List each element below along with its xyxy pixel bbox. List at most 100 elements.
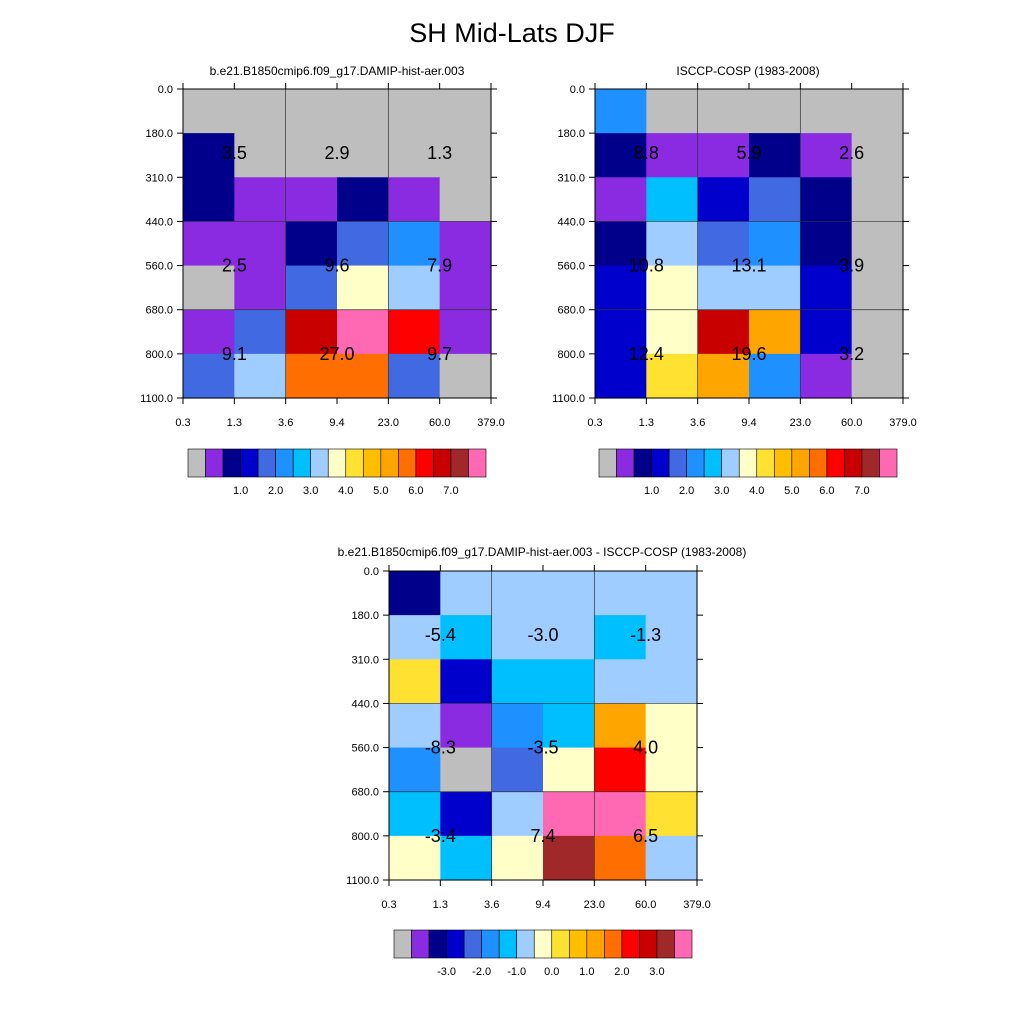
- colorbar-swatch: [222, 448, 241, 478]
- y-tick-label: 560.0: [145, 261, 173, 273]
- heatmap-cell: [388, 309, 441, 355]
- y-tick-label: 440.0: [351, 698, 379, 710]
- colorbar-label: 3.0: [714, 485, 729, 497]
- heatmap-cell: [337, 265, 389, 311]
- box-value-label: 3.5: [222, 143, 247, 163]
- y-tick-label: 800.0: [351, 831, 379, 843]
- heatmap-cell: [234, 265, 287, 311]
- box-value-label: 6.5: [633, 826, 658, 846]
- heatmap-cell: [646, 265, 699, 311]
- y-tick-label: 440.0: [557, 216, 585, 228]
- heatmap-cell: [234, 133, 287, 178]
- colorbar-swatch: [345, 448, 364, 478]
- heatmap-cell: [285, 133, 338, 178]
- box-value-label: 3.9: [839, 256, 864, 276]
- y-tick-label: 0.0: [364, 566, 379, 578]
- heatmap-cell: [491, 571, 544, 616]
- heatmap-cell: [285, 89, 338, 134]
- colorbar-swatch: [633, 448, 652, 478]
- heatmap-cell: [183, 309, 235, 355]
- y-tick-label: 180.0: [557, 128, 585, 140]
- colorbar-swatch: [411, 929, 430, 959]
- heatmap-cell: [697, 89, 750, 134]
- heatmap-cell: [439, 265, 492, 311]
- heatmap-cell: [594, 703, 647, 749]
- heatmap-cell: [645, 747, 698, 793]
- colorbar-swatch: [450, 448, 469, 478]
- heatmap-cell: [851, 309, 904, 355]
- colorbar-swatch: [292, 448, 312, 478]
- colorbar-swatch: [310, 448, 329, 478]
- heatmap-cell: [851, 221, 904, 267]
- x-tick-label: 9.4: [329, 417, 344, 429]
- heatmap-cell: [646, 221, 699, 267]
- x-tick-label: 1.3: [227, 417, 242, 429]
- heatmap-cell: [439, 221, 492, 267]
- heatmap-cell: [388, 353, 441, 399]
- colorbar-label: 7.0: [443, 485, 458, 497]
- heatmap-cell: [800, 177, 853, 223]
- y-tick-label: 310.0: [351, 654, 379, 666]
- box-value-label: -3.4: [425, 826, 456, 846]
- heatmap-cell: [543, 571, 595, 616]
- colorbar-label: 5.0: [784, 485, 799, 497]
- box-value-label: 5.9: [736, 143, 761, 163]
- heatmap-cell: [234, 177, 287, 223]
- heatmap-cell: [183, 177, 235, 223]
- heatmap-cell: [543, 791, 595, 837]
- x-tick-label: 9.4: [535, 899, 550, 911]
- y-tick-label: 1100.0: [140, 393, 173, 405]
- heatmap-cell: [749, 353, 801, 399]
- heatmap-cell: [439, 133, 492, 178]
- heatmap-cell: [388, 221, 441, 267]
- heatmap-cell: [285, 177, 338, 223]
- colorbar-swatch: [809, 448, 828, 478]
- colorbar-swatch: [187, 448, 206, 478]
- heatmap-cell: [337, 221, 389, 267]
- colorbar-swatch: [468, 448, 487, 478]
- heatmap-cell: [337, 89, 389, 134]
- heatmap-cell: [440, 615, 493, 660]
- heatmap-cell: [183, 133, 235, 178]
- heatmap-cell: [595, 89, 647, 134]
- box-value-label: 13.1: [731, 256, 766, 276]
- box-value-label: 27.0: [319, 344, 354, 364]
- heatmap-cell: [491, 835, 544, 881]
- colorbar-swatch: [721, 448, 740, 478]
- colorbar-label: 4.0: [749, 485, 764, 497]
- heatmap-cell: [595, 221, 647, 267]
- colorbar-swatch: [756, 448, 775, 478]
- heatmap-cell: [543, 615, 595, 660]
- colorbar-swatch: [428, 929, 447, 959]
- box-value-label: 4.0: [633, 738, 658, 758]
- heatmap-cell: [645, 835, 698, 881]
- box-value-label: 9.6: [324, 256, 349, 276]
- panel-title: ISCCP-COSP (1983-2008): [676, 64, 819, 78]
- panel-difference: b.e21.B1850cmip6.f09_g17.DAMIP-hist-aer.…: [338, 545, 747, 978]
- heatmap-cell: [234, 221, 287, 267]
- heatmap-cell: [645, 791, 698, 837]
- heatmap-cell: [595, 177, 647, 223]
- y-tick-label: 800.0: [145, 349, 173, 361]
- x-tick-label: 9.4: [741, 417, 756, 429]
- heatmap-cell: [440, 791, 493, 837]
- colorbar-swatch: [205, 448, 224, 478]
- colorbar-swatch: [668, 448, 687, 478]
- heatmap-cell: [234, 89, 287, 134]
- heatmap-cell: [697, 353, 750, 399]
- heatmap-cell: [646, 177, 699, 223]
- x-tick-label: 3.6: [690, 417, 705, 429]
- heatmap-cell: [749, 221, 801, 267]
- colorbar-swatch: [362, 448, 382, 478]
- x-tick-label: 379.0: [683, 899, 711, 911]
- heatmap-cell: [491, 659, 544, 705]
- colorbar-label: 2.0: [614, 966, 629, 978]
- colorbar-label: 1.0: [579, 966, 594, 978]
- heatmap-cell: [440, 571, 493, 616]
- x-tick-label: 0.3: [587, 417, 602, 429]
- colorbar-swatch: [604, 929, 623, 959]
- panel-observations: ISCCP-COSP (1983-2008) 0.0 180.0 310.0 440.…: [552, 64, 917, 497]
- box-value-label: 7.9: [427, 256, 452, 276]
- heatmap-cell: [491, 615, 544, 660]
- heatmap-cell: [285, 265, 338, 311]
